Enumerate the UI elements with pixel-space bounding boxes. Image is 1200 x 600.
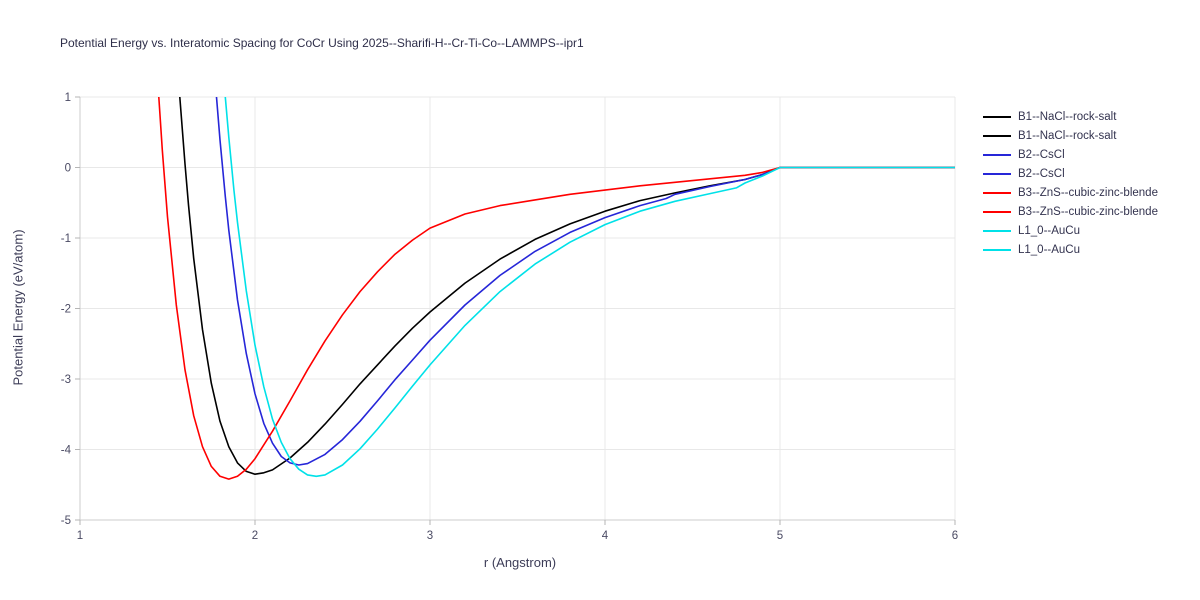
legend-line-swatch (983, 191, 1011, 194)
x-tick-label: 3 (427, 530, 433, 542)
legend-line-swatch (983, 172, 1011, 175)
legend-entry: B3--ZnS--cubic-zinc-blende (983, 202, 1158, 221)
x-tick-label: 6 (952, 530, 958, 542)
y-tick-label: 0 (65, 163, 71, 175)
legend-entry: B1--NaCl--rock-salt (983, 126, 1158, 145)
series-line-3 (158, 97, 955, 480)
chart-title: Potential Energy vs. Interatomic Spacing… (60, 36, 584, 50)
y-tick-label: -2 (61, 304, 71, 316)
y-tick-label: -4 (61, 445, 72, 457)
legend-line-swatch (983, 134, 1011, 137)
legend-line-swatch (983, 248, 1011, 251)
legend-entry: B1--NaCl--rock-salt (983, 107, 1158, 126)
legend-label: B1--NaCl--rock-salt (1018, 110, 1117, 123)
legend-entry: L1_0--AuCu (983, 221, 1158, 240)
x-tick-label: 5 (777, 530, 783, 542)
x-axis-title: r (Angstrom) (483, 555, 557, 570)
legend-line-swatch (983, 153, 1011, 156)
legend-label: B1--NaCl--rock-salt (1018, 129, 1117, 142)
y-tick-label: 1 (65, 92, 71, 104)
x-tick-label: 1 (77, 530, 83, 542)
legend-entry: L1_0--AuCu (983, 240, 1158, 259)
legend-label: B3--ZnS--cubic-zinc-blende (1018, 186, 1158, 199)
y-tick-label: -5 (61, 515, 71, 527)
legend-entry: B2--CsCl (983, 164, 1158, 183)
legend-label: B2--CsCl (1018, 148, 1065, 161)
legend-line-swatch (983, 115, 1011, 118)
legend-label: L1_0--AuCu (1018, 224, 1081, 237)
legend-label: B3--ZnS--cubic-zinc-blende (1018, 205, 1158, 218)
legend-label: L1_0--AuCu (1018, 243, 1081, 256)
series-line-2 (215, 97, 955, 466)
legend-label: B2--CsCl (1018, 167, 1065, 180)
legend-entry: B3--ZnS--cubic-zinc-blende (983, 183, 1158, 202)
series-line-1 (179, 97, 955, 475)
series-line-4 (224, 97, 955, 478)
y-axis-title: Potential Energy (eV/atom) (10, 229, 26, 386)
legend-entry: B2--CsCl (983, 145, 1158, 164)
legend-line-swatch (983, 210, 1011, 213)
x-tick-label: 2 (252, 530, 258, 542)
legend-line-swatch (983, 229, 1011, 232)
y-tick-label: -1 (61, 233, 71, 245)
x-tick-label: 4 (602, 530, 609, 542)
legend: B1--NaCl--rock-salt B1--NaCl--rock-salt B2… (983, 107, 1158, 259)
y-tick-label: -3 (61, 374, 71, 386)
